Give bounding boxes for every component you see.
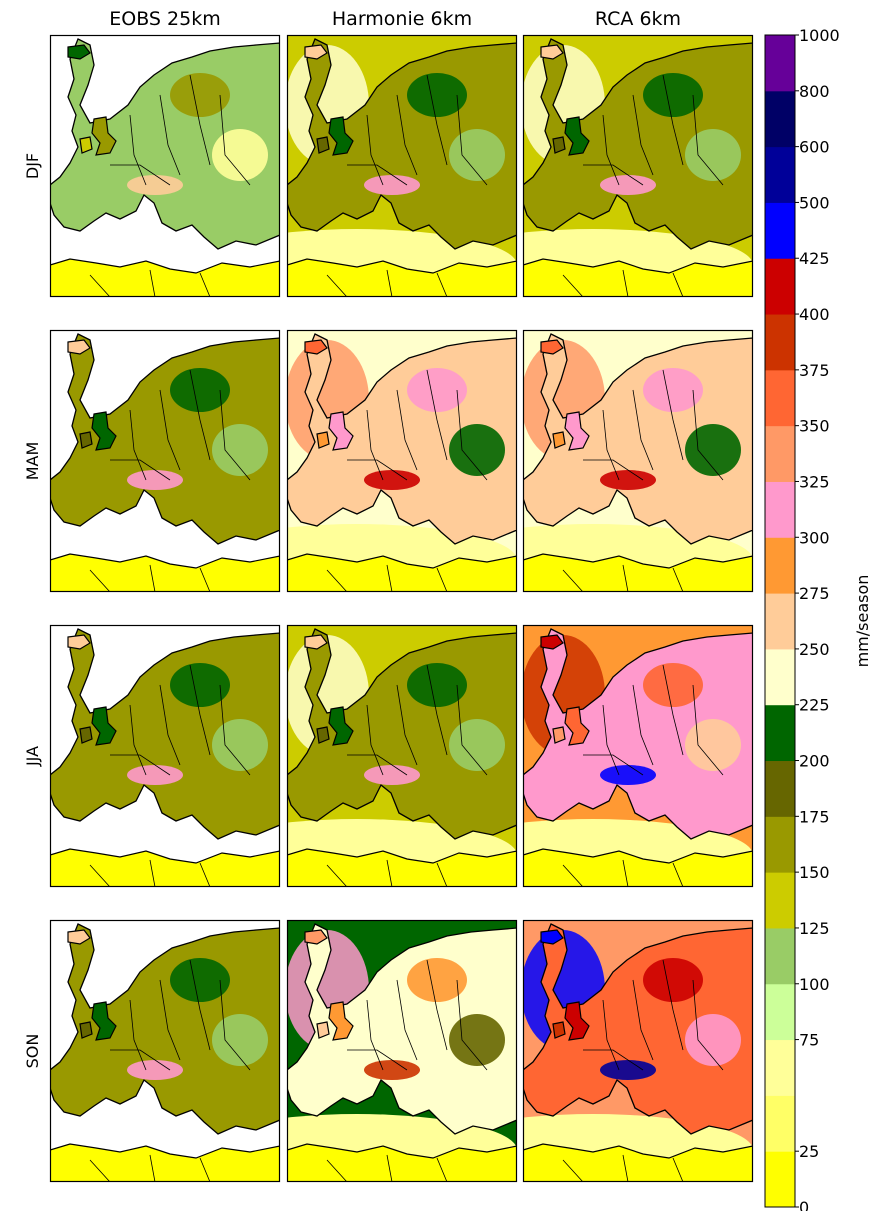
map-panel [522,624,754,888]
colorbar-segment [765,369,795,427]
colorbar-segment [765,760,795,817]
map-panel [522,329,754,593]
colorbar-tick-label: 275 [799,584,830,603]
colorbar-tick-label: 325 [799,472,830,491]
colorbar-segment [765,258,795,315]
row-labels: DJF MAM JJA SON [23,153,42,1068]
colorbar-segment [765,90,795,148]
map-panels [49,34,754,1183]
colorbar-label: mm/season [853,575,872,668]
column-title: Harmonie 6km [332,8,472,30]
map-panel [522,919,754,1183]
colorbar-tick-label: 600 [799,138,830,157]
map-panel [522,34,754,298]
row-label: JJA [23,746,42,767]
colorbar-tick-label: 1000 [799,26,840,45]
colorbar-segment [765,816,795,873]
colorbar-tick-label: 75 [799,1031,819,1050]
colorbar-tick-label: 800 [799,82,830,101]
colorbar-segment [765,872,795,929]
row-label: SON [23,1034,42,1069]
colorbar-segment [765,593,795,650]
map-panel [49,329,281,593]
colorbar-segment [765,704,795,762]
colorbar-tick-label: 425 [799,249,830,268]
colorbar-tick-label: 125 [799,919,830,938]
colorbar-tick-label: 375 [799,361,830,380]
column-title: EOBS 25km [109,8,220,30]
colorbar-segment [765,648,795,706]
colorbar: 0 25 75 100 125 150 175 200 225 250 275 300 325 350 37… [764,26,872,1211]
map-panel [49,624,281,888]
colorbar-tick-label: 175 [799,807,830,826]
map-panel [286,919,518,1183]
map-panel [286,329,518,593]
colorbar-segment [765,146,795,203]
map-panel [49,34,281,298]
colorbar-tick-label: 225 [799,696,830,715]
colorbar-segment [765,1095,795,1152]
colorbar-segment [765,1151,795,1208]
colorbar-tick-label: 400 [799,305,830,324]
map-panel [286,34,518,298]
colorbar-tick-label: 500 [799,193,830,212]
row-label: MAM [23,442,42,481]
colorbar-tick-label: 350 [799,417,830,436]
colorbar-segment [765,481,795,538]
map-panel [49,919,281,1183]
row-label: DJF [23,153,42,179]
colorbar-tick-label: 300 [799,528,830,547]
colorbar-segment [765,202,795,259]
colorbar-segment [765,1039,795,1096]
colorbar-tick-label: 25 [799,1142,819,1161]
colorbar-segment [765,927,795,985]
colorbar-tick-label: 100 [799,975,830,994]
colorbar-tick-label: 150 [799,863,830,882]
colorbar-segment [765,425,795,482]
colorbar-tick-label: 0 [799,1198,809,1211]
column-titles: EOBS 25km Harmonie 6km RCA 6km [109,8,681,30]
colorbar-segment [765,537,795,594]
colorbar-segment [765,983,795,1041]
map-panel [286,624,518,888]
column-title: RCA 6km [595,8,681,30]
colorbar-segment [765,35,795,92]
colorbar-tick-label: 200 [799,752,830,771]
colorbar-tick-label: 250 [799,640,830,659]
colorbar-segment [765,314,795,371]
